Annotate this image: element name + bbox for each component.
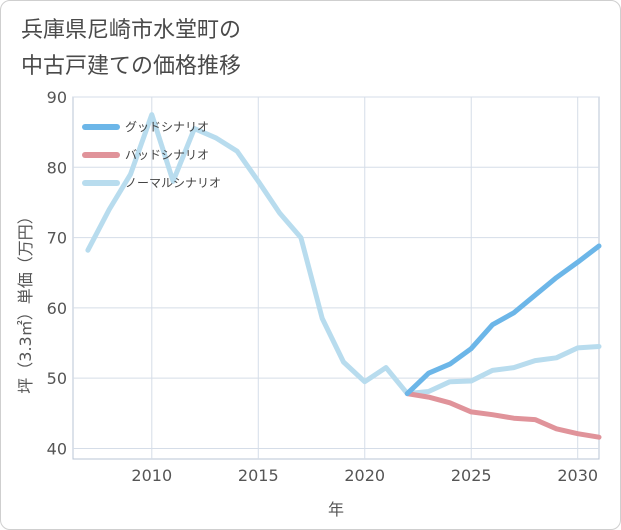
series-line-2 (85, 112, 602, 397)
x-tick-label: 2030 (557, 466, 598, 485)
chart-title: 兵庫県尼崎市水堂町の 中古戸建ての価格推移 (21, 13, 241, 85)
chart-title-line-2: 中古戸建ての価格推移 (21, 54, 242, 79)
legend-label-2: ノーマルシナリオ (125, 176, 221, 190)
y-tick-label: 80 (47, 158, 67, 177)
y-tick-label: 60 (47, 299, 67, 318)
legend-label-1: バッドシナリオ (125, 148, 209, 162)
x-tick-label: 2020 (344, 466, 385, 485)
grid (73, 96, 599, 459)
series-line-1 (404, 391, 602, 440)
x-tick-label: 2010 (131, 466, 172, 485)
plot-area (72, 96, 600, 460)
y-tick-label: 70 (47, 229, 67, 248)
x-tick-label: 2025 (451, 466, 492, 485)
y-tick-label: 50 (47, 369, 67, 388)
chart-title-line-1: 兵庫県尼崎市水堂町の (21, 18, 242, 43)
x-tick-label: 2015 (238, 466, 279, 485)
y-tick-label: 40 (47, 439, 67, 458)
x-axis-label: 年 (328, 500, 344, 519)
y-tick-labels: 40 50 60 70 80 90 (47, 88, 67, 458)
legend-label-0: グッドシナリオ (125, 120, 209, 134)
series-lines (85, 112, 602, 440)
y-axis-label: 坪（3.3㎡）単価（万円） (16, 208, 35, 393)
y-tick-label: 90 (47, 88, 67, 107)
series-line-0 (404, 243, 602, 397)
x-tick-labels: 2010 2015 2020 2025 2030 (131, 466, 598, 485)
